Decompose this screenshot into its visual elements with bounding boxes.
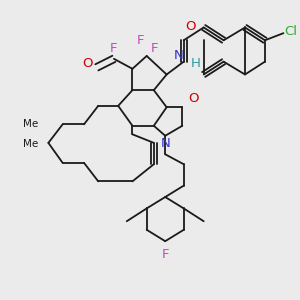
Text: F: F <box>161 248 169 261</box>
Text: F: F <box>137 34 144 47</box>
Text: F: F <box>151 42 158 55</box>
Text: N: N <box>174 50 184 62</box>
Text: O: O <box>82 57 92 70</box>
Text: H: H <box>191 57 201 70</box>
Text: F: F <box>109 42 117 55</box>
Text: Cl: Cl <box>284 25 297 38</box>
Text: N: N <box>160 137 170 150</box>
Text: Me: Me <box>23 139 38 149</box>
Text: O: O <box>185 20 196 33</box>
Text: Me: Me <box>23 119 38 129</box>
Text: O: O <box>188 92 199 105</box>
